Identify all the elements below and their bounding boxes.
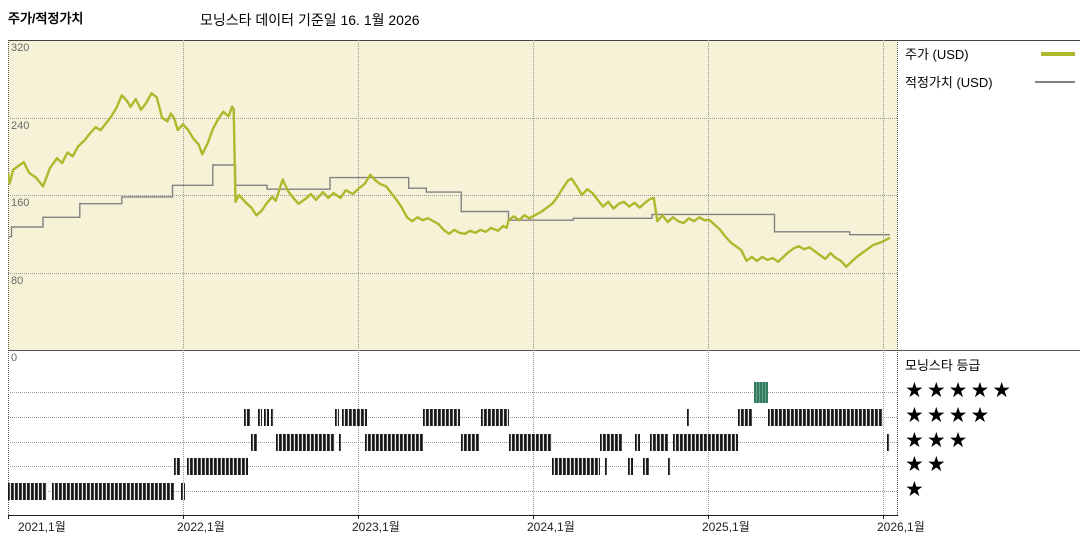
rating-band-4-star: [258, 409, 262, 426]
rating-legend-title: 모닝스타 등급: [905, 358, 981, 373]
plot-left-border: [8, 40, 9, 515]
rating-highlight-5-star: [753, 382, 768, 403]
y-axis-label: 240: [11, 119, 30, 132]
rating-band-2-star: [643, 458, 649, 475]
price-gridline: [8, 195, 897, 196]
rating-band-4-star: [335, 409, 339, 426]
rating-band-1-star: [181, 483, 185, 500]
rating-band-1-star: [51, 483, 175, 500]
rating-band-2-star: [174, 458, 180, 475]
page-title: 주가/적정가치: [8, 11, 84, 26]
x-axis-label: 2021,1월: [18, 520, 66, 534]
panel-separator-line: [8, 350, 1080, 351]
rating-band-2-star: [667, 458, 672, 475]
star-row-5: ★★★★★: [905, 379, 1015, 402]
year-gridline: [708, 40, 709, 515]
star-row-3: ★★★: [905, 429, 971, 452]
rating-band-4-star: [767, 409, 883, 426]
star-row-4: ★★★★: [905, 404, 993, 427]
rating-row-gridline: [8, 491, 897, 492]
star-row-1: ★: [905, 478, 927, 501]
x-axis-tick: [533, 515, 534, 519]
rating-band-3-star: [886, 434, 890, 451]
rating-band-2-star: [604, 458, 607, 475]
x-axis-tick: [708, 515, 709, 519]
rating-band-4-star: [422, 409, 460, 426]
year-gridline: [358, 40, 359, 515]
y-axis-label: 320: [11, 42, 30, 54]
rating-band-4-star: [263, 409, 269, 426]
rating-band-3-star: [673, 434, 738, 451]
x-axis-tick: [183, 515, 184, 519]
year-gridline: [883, 40, 884, 515]
star-row-2: ★★: [905, 453, 949, 476]
rating-row-gridline: [8, 392, 897, 393]
price-line-swatch: [1041, 51, 1075, 56]
rating-band-1-star: [8, 483, 47, 500]
rating-band-4-star: [270, 409, 274, 426]
fair-value-line: [8, 164, 890, 238]
x-axis-label: 2023,1월: [352, 520, 400, 534]
price-fairvalue-chart: [8, 92, 891, 268]
rating-band-3-star: [634, 434, 640, 451]
rating-band-3-star: [508, 434, 553, 451]
legend-fair-value-label: 적정가치 (USD): [905, 75, 993, 90]
year-gridline: [183, 40, 184, 515]
rating-band-3-star: [599, 434, 623, 451]
x-axis-label: 2026,1월: [877, 520, 925, 534]
rating-band-4-star: [480, 409, 509, 426]
rating-band-4-star: [687, 409, 689, 426]
y-axis-label: 0: [11, 352, 18, 364]
plot-right-border: [897, 40, 898, 515]
rating-band-3-star: [461, 434, 479, 451]
plot-top-border: [8, 40, 1080, 41]
rating-band-3-star: [275, 434, 336, 451]
rating-band-3-star: [650, 434, 668, 451]
legend: 주가 (USD) 적정가치 (USD): [905, 44, 1075, 100]
x-axis-label: 2024,1월: [527, 520, 575, 534]
price-gridline: [8, 272, 897, 274]
y-axis-label: 80: [11, 274, 24, 287]
rating-band-2-star: [552, 458, 600, 475]
rating-band-3-star: [365, 434, 423, 451]
x-axis-line: [8, 515, 898, 516]
year-gridline: [533, 40, 534, 515]
rating-band-2-star: [186, 458, 248, 475]
fair-value-line-swatch: [1035, 80, 1075, 83]
rating-band-3-star: [338, 434, 341, 451]
rating-band-2-star: [627, 458, 633, 475]
rating-band-3-star: [251, 434, 257, 451]
chart-title: 모닝스타 데이터 기준일 16. 1월 2026: [200, 12, 420, 28]
y-axis-label: 160: [11, 197, 30, 209]
rating-row-gridline: [8, 466, 897, 467]
rating-band-4-star: [737, 409, 752, 426]
rating-band-4-star: [244, 409, 250, 426]
rating-row-gridline: [8, 442, 897, 443]
price-gridline: [8, 117, 897, 119]
legend-item-fair-value: 적정가치 (USD): [905, 72, 1075, 91]
x-axis-tick: [358, 515, 359, 519]
x-axis-tick: [8, 515, 9, 519]
legend-item-price: 주가 (USD): [905, 44, 1075, 63]
x-axis-label: 2025,1월: [702, 520, 750, 534]
rating-band-4-star: [342, 409, 367, 426]
price-line: [8, 92, 891, 268]
x-axis-label: 2022,1월: [177, 520, 225, 534]
legend-price-label: 주가 (USD): [905, 47, 969, 62]
x-axis-tick: [883, 515, 884, 519]
